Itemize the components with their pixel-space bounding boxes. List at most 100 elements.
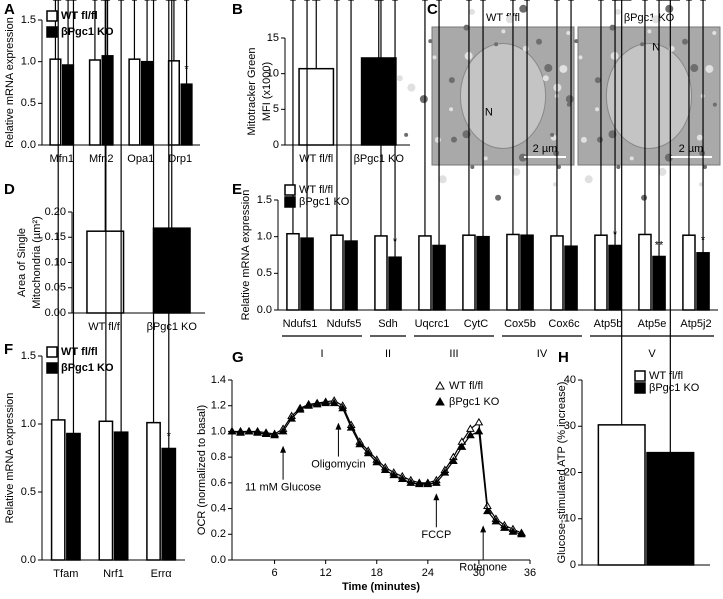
x-tick-label: Cox6c [548, 318, 580, 330]
y-tick-label: 1.5 [21, 350, 36, 362]
organelle [419, 95, 428, 104]
bar [646, 451, 695, 566]
group-label: IV [537, 348, 548, 360]
organelle [553, 150, 560, 157]
point [355, 439, 365, 448]
bar [388, 256, 402, 311]
x-tick-label: Sdh [378, 318, 398, 330]
x-tick-label: 6 [272, 567, 278, 579]
point [287, 414, 296, 422]
nucleus-label: N [485, 106, 493, 118]
y-tick-label: 20 [564, 466, 576, 478]
y-tick-label: 0.8 [211, 451, 226, 463]
legend-swatch [634, 370, 646, 382]
x-tick-label: Errα [151, 568, 173, 580]
point [227, 426, 237, 435]
organelle [470, 165, 475, 170]
bar [180, 83, 193, 146]
organelle [647, 29, 652, 34]
bar [432, 244, 446, 311]
point [406, 478, 416, 486]
organelle [519, 4, 528, 13]
y-tick-label: 1.5 [21, 14, 36, 26]
organelle [432, 55, 437, 60]
y-tick-label: 10 [564, 513, 576, 525]
point [236, 428, 245, 436]
panel-letter: H [558, 349, 569, 366]
x-tick-label: Atp5b [594, 318, 623, 330]
y-axis-label: MFI (x1000) [261, 62, 273, 121]
x-tick-label: Nrf1 [103, 568, 124, 580]
organelle [574, 39, 579, 44]
organelle [565, 95, 574, 104]
legend-swatch [284, 184, 296, 196]
significance: * [167, 430, 172, 442]
y-tick-label: 0 [273, 139, 279, 151]
organelle [712, 30, 717, 35]
point [278, 426, 288, 435]
x-tick-label: Mfn1 [50, 153, 74, 165]
bar [141, 60, 154, 146]
x-tick-label: Opa1 [127, 153, 154, 165]
y-tick-label: 0.5 [257, 267, 272, 279]
bar [98, 420, 114, 561]
point [372, 457, 382, 466]
point [414, 479, 424, 488]
organelle [428, 39, 433, 44]
organelle [544, 64, 553, 73]
x-tick-label: Ndufs1 [283, 318, 318, 330]
x-axis-label: Time (minutes) [342, 581, 420, 593]
organelle [690, 64, 699, 73]
legend-label: βPgc1 KO [61, 362, 114, 374]
point [253, 428, 262, 436]
legend-label: WT fl/fl [61, 346, 98, 358]
organelle [629, 156, 634, 161]
organelle [448, 77, 455, 84]
bar [101, 55, 114, 146]
bar [66, 432, 81, 561]
panel-letter: E [232, 181, 242, 198]
bar [146, 421, 161, 561]
y-tick-label: 1.0 [21, 56, 36, 68]
y-tick-label: 0.0 [257, 304, 272, 316]
organelle [578, 55, 583, 60]
panel-letter: D [4, 181, 15, 198]
point [423, 479, 433, 488]
y-tick-label: 1.5 [257, 194, 272, 206]
y-tick-label: 0.6 [211, 477, 226, 489]
image-title: βPgc1 KO [624, 12, 675, 24]
organelle [468, 8, 475, 15]
organelle [542, 75, 549, 82]
group-label: I [320, 348, 323, 360]
bar [682, 234, 696, 311]
x-tick-label: 30 [473, 567, 485, 579]
bar [298, 67, 335, 146]
point [363, 448, 373, 457]
significance: ** [655, 239, 664, 251]
point [270, 430, 279, 439]
organelle [501, 29, 506, 34]
legend-label: βPgc1 KO [61, 26, 114, 38]
bar [86, 230, 125, 314]
y-axis-label: Area of Single [16, 228, 28, 297]
bar [506, 233, 520, 311]
x-tick-label: Ndufs5 [327, 318, 362, 330]
organelle [494, 42, 499, 47]
y-tick-label: 1.4 [211, 374, 226, 386]
y-axis-label: Relative mRNA expression [240, 190, 252, 321]
organelle [699, 150, 706, 157]
x-tick-label: 24 [422, 567, 434, 579]
organelle [536, 38, 543, 45]
nucleus-label: N [652, 42, 660, 54]
bar [638, 233, 652, 311]
organelle [407, 83, 416, 92]
y-tick-label: 0.0 [21, 139, 36, 151]
legend-swatch [46, 346, 58, 358]
group-label: II [385, 348, 391, 360]
bar [374, 235, 388, 311]
bar [462, 234, 476, 311]
x-tick-label: Atp5e [638, 318, 667, 330]
bar [49, 58, 62, 146]
organelle [449, 107, 454, 112]
y-axis-label: Glucose-stimulated ATP (% increase) [556, 382, 568, 564]
